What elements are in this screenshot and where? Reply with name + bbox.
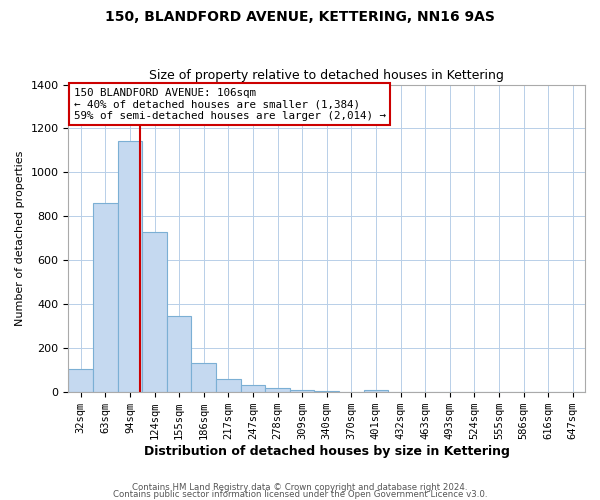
Title: Size of property relative to detached houses in Kettering: Size of property relative to detached ho… — [149, 69, 504, 82]
Bar — [241, 385, 265, 392]
Bar — [142, 232, 167, 392]
Bar — [290, 390, 314, 392]
Text: Contains HM Land Registry data © Crown copyright and database right 2024.: Contains HM Land Registry data © Crown c… — [132, 484, 468, 492]
Bar — [68, 368, 93, 392]
Bar — [216, 378, 241, 392]
Bar — [167, 316, 191, 392]
Bar — [93, 203, 118, 392]
Bar — [364, 390, 388, 392]
Y-axis label: Number of detached properties: Number of detached properties — [15, 150, 25, 326]
Text: 150, BLANDFORD AVENUE, KETTERING, NN16 9AS: 150, BLANDFORD AVENUE, KETTERING, NN16 9… — [105, 10, 495, 24]
Bar — [265, 388, 290, 392]
Text: Contains public sector information licensed under the Open Government Licence v3: Contains public sector information licen… — [113, 490, 487, 499]
X-axis label: Distribution of detached houses by size in Kettering: Distribution of detached houses by size … — [144, 444, 509, 458]
Text: 150 BLANDFORD AVENUE: 106sqm
← 40% of detached houses are smaller (1,384)
59% of: 150 BLANDFORD AVENUE: 106sqm ← 40% of de… — [74, 88, 386, 121]
Bar — [118, 140, 142, 392]
Bar — [191, 363, 216, 392]
